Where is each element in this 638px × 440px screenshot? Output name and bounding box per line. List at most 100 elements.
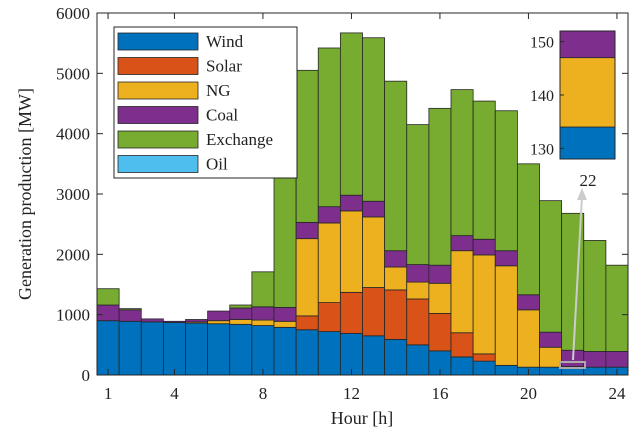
y-axis-label: Generation production [MW] — [15, 88, 35, 300]
bar-coal-hour-14 — [384, 250, 408, 268]
bar-exchange-hour-11 — [317, 47, 341, 208]
bar-solar-hour-15 — [406, 298, 430, 346]
bar-ng-hour-16 — [428, 282, 452, 314]
bar-wind-hour-2 — [118, 320, 142, 376]
bar-wind-hour-23 — [583, 366, 607, 376]
bar-exchange-hour-9 — [273, 168, 297, 308]
bar-exchange-hour-1 — [96, 288, 120, 306]
legend-label-wind: Wind — [206, 32, 244, 51]
bar-exchange-hour-7 — [229, 304, 253, 309]
bar-coal-hour-5 — [185, 319, 209, 323]
bar-coal-hour-15 — [406, 264, 430, 283]
bar-ng-hour-7 — [229, 319, 253, 325]
x-axis-label: Hour [h] — [331, 408, 393, 428]
bar-ng-hour-19 — [494, 265, 518, 366]
bar-ng-hour-8 — [251, 319, 275, 326]
bar-coal-hour-3 — [140, 318, 164, 323]
inset-y-tick-label: 150 — [530, 35, 554, 52]
legend-swatch-wind — [117, 32, 199, 51]
bars-layer — [96, 32, 629, 376]
bar-wind-hour-4 — [162, 322, 186, 376]
bar-ng-hour-18 — [472, 254, 496, 355]
bar-solar-hour-18 — [472, 353, 496, 362]
x-tick-label: 4 — [170, 384, 179, 403]
bar-ng-hour-21 — [539, 346, 563, 368]
bar-wind-hour-17 — [450, 356, 474, 376]
bar-coal-hour-2 — [118, 309, 142, 322]
bar-solar-hour-16 — [428, 313, 452, 352]
bar-wind-hour-19 — [494, 364, 518, 376]
legend-label-solar: Solar — [206, 57, 242, 76]
bar-exchange-hour-15 — [406, 124, 430, 265]
bar-solar-hour-13 — [362, 287, 386, 337]
ticks-layer: 0 1000 2000 3000 4000 5000 6000 1 4 8 12 16 20 24 — [56, 4, 628, 403]
bar-ng-hour-13 — [362, 216, 386, 288]
bar-ng-hour-20 — [516, 309, 540, 368]
bar-coal-hour-9 — [273, 307, 297, 322]
bar-exchange-hour-2 — [118, 308, 142, 311]
bar-exchange-hour-21 — [539, 200, 563, 333]
annotation-arrowhead — [577, 188, 587, 200]
legend-box — [113, 26, 298, 179]
y-tick-label: 4000 — [56, 125, 90, 144]
bar-exchange-hour-18 — [472, 100, 496, 240]
bar-ng-hour-9 — [273, 320, 297, 328]
bar-exchange-hour-19 — [494, 110, 518, 252]
bar-wind-hour-15 — [406, 344, 430, 376]
inset-annotation: 22 — [559, 171, 597, 369]
bar-exchange-hour-23 — [583, 240, 607, 352]
bar-exchange-hour-12 — [339, 32, 363, 196]
bar-wind-hour-14 — [384, 338, 408, 376]
bar-wind-hour-12 — [339, 332, 363, 376]
bar-coal-hour-10 — [295, 221, 319, 240]
highlight-box — [559, 361, 586, 369]
bar-wind-hour-10 — [295, 329, 319, 376]
bar-coal-hour-21 — [539, 331, 563, 348]
x-tick-label: 1 — [104, 384, 113, 403]
inset-bar-ng — [559, 57, 616, 128]
bar-coal-hour-11 — [317, 206, 341, 224]
legend-label-coal: Coal — [206, 106, 238, 125]
bar-coal-hour-17 — [450, 235, 474, 252]
x-tick-label: 12 — [343, 384, 360, 403]
bar-coal-hour-18 — [472, 238, 496, 256]
bar-ng-hour-11 — [317, 222, 341, 304]
y-tick-label: 1000 — [56, 306, 90, 325]
bar-ng-hour-12 — [339, 210, 363, 293]
bar-wind-hour-3 — [140, 321, 164, 376]
y-tick-label: 0 — [82, 366, 91, 385]
bar-coal-hour-12 — [339, 194, 363, 212]
bar-coal-hour-13 — [362, 200, 386, 218]
bar-coal-hour-6 — [207, 310, 231, 322]
inset-chart: 130 140 150 — [530, 30, 616, 160]
y-tick-label: 5000 — [56, 64, 90, 83]
x-tick-label: 8 — [259, 384, 268, 403]
legend-swatch-oil — [117, 155, 199, 173]
bar-wind-hour-5 — [185, 322, 209, 376]
x-tick-label: 20 — [520, 384, 537, 403]
bar-solar-hour-12 — [339, 291, 363, 334]
annotation-arrow — [572, 195, 583, 361]
bar-exchange-hour-24 — [605, 264, 629, 352]
legend-swatch-solar — [117, 57, 199, 75]
bar-ng-hour-6 — [207, 320, 231, 325]
bar-exchange-hour-13 — [362, 37, 386, 202]
legend-label-ng: NG — [206, 81, 231, 100]
inset-bar-wind — [559, 126, 616, 160]
bar-ng-hour-17 — [450, 250, 474, 334]
inset-y-tick-label: 140 — [530, 88, 554, 105]
bar-solar-hour-11 — [317, 302, 341, 332]
y-tick-label: 3000 — [56, 185, 90, 204]
bar-coal-hour-16 — [428, 264, 452, 284]
y-tick-label: 6000 — [56, 4, 90, 23]
bar-wind-hour-21 — [539, 366, 563, 376]
legend-label-oil: Oil — [206, 155, 228, 174]
bar-wind-hour-6 — [207, 323, 231, 376]
bar-wind-hour-1 — [96, 320, 120, 376]
bar-solar-hour-14 — [384, 289, 408, 340]
inset-y-tick-label: 130 — [530, 141, 554, 158]
bar-coal-hour-23 — [583, 351, 607, 368]
legend-label-exchange: Exchange — [206, 130, 273, 149]
legend-swatch-exchange — [117, 130, 199, 149]
